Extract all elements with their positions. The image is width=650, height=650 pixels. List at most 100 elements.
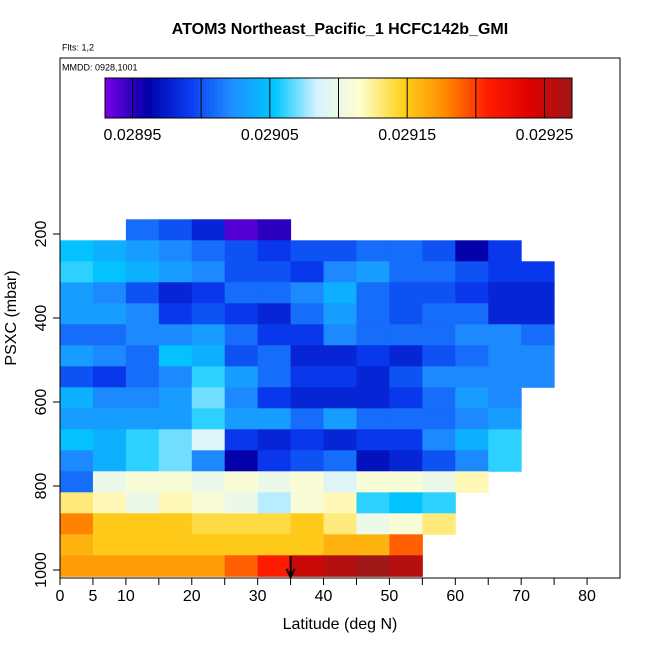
heat-cell [158, 282, 193, 304]
colorbar-step [128, 78, 133, 118]
heat-cell [191, 240, 226, 262]
colorbar-step [245, 78, 250, 118]
heat-cell [290, 387, 325, 409]
heat-cell [290, 408, 325, 430]
heat-cell [92, 345, 127, 367]
colorbar-step [533, 78, 538, 118]
heat-cell [257, 366, 292, 388]
heat-cell [191, 261, 226, 283]
heat-cell [125, 534, 160, 556]
colorbar-step [194, 78, 199, 118]
colorbar-step [439, 78, 445, 118]
heat-cell [422, 345, 456, 367]
heat-cell [488, 345, 522, 367]
heat-cell [422, 429, 456, 451]
heat-cell [389, 324, 423, 346]
colorbar-step [568, 78, 573, 118]
colorbar-step [178, 78, 184, 118]
heat-cell [60, 345, 94, 367]
y-tick-label: 400 [33, 305, 50, 332]
heat-cell [323, 261, 357, 283]
heat-cell [455, 387, 489, 409]
colorbar-step [124, 78, 129, 118]
heat-cell [224, 324, 259, 346]
heat-cell [158, 450, 193, 472]
colorbar-step [381, 78, 386, 118]
x-tick-label: 50 [381, 588, 399, 605]
heat-cell [125, 387, 160, 409]
colorbar-step [182, 78, 188, 118]
colorbar-step [478, 78, 483, 118]
colorbar-step [105, 78, 110, 118]
colorbar-step [525, 78, 530, 118]
colorbar-step [311, 78, 316, 118]
heat-cell [356, 429, 390, 451]
heat-cell [125, 219, 160, 241]
colorbar-step [315, 78, 320, 118]
heat-cell [488, 450, 522, 472]
colorbar-step [505, 78, 511, 118]
heat-cell [158, 429, 193, 451]
heat-cell [257, 492, 292, 514]
heat-cell [521, 303, 555, 325]
colorbar-step [459, 78, 464, 118]
heat-cell [356, 450, 390, 472]
heat-cell [191, 324, 226, 346]
x-tick-label: 20 [183, 588, 201, 605]
colorbar-step [326, 78, 332, 118]
colorbar-step [412, 78, 417, 118]
heat-cell [488, 324, 522, 346]
colorbar-step [136, 78, 141, 118]
x-tick-label: 40 [315, 588, 333, 605]
heat-cell [158, 471, 193, 493]
colorbar-step [299, 78, 304, 118]
colorbar-step [252, 78, 258, 118]
colorbar-step [544, 78, 550, 118]
heat-cell [125, 366, 160, 388]
heat-cell [389, 450, 423, 472]
colorbar-step [307, 78, 312, 118]
colorbar-step [513, 78, 519, 118]
heat-cell [92, 555, 127, 577]
colorbar-step [186, 78, 192, 118]
flights-text: Flts: 1,2 [62, 42, 94, 52]
heat-cell [389, 387, 423, 409]
heat-cell [455, 429, 489, 451]
colorbar-step [225, 78, 231, 118]
colorbar-step [357, 78, 363, 118]
heat-cell [323, 282, 357, 304]
heat-cell [488, 261, 522, 283]
colorbar-step [354, 78, 359, 118]
colorbar-step [284, 78, 289, 118]
heat-cell [92, 366, 127, 388]
colorbar-step [229, 78, 234, 118]
heat-cell [224, 261, 259, 283]
heat-cell [290, 492, 325, 514]
colorbar-step [548, 78, 554, 118]
colorbar-step [120, 78, 125, 118]
heat-cell [257, 324, 292, 346]
heat-cell [323, 324, 357, 346]
heat-cell [290, 429, 325, 451]
heat-cell [455, 408, 489, 430]
heat-cell [389, 240, 423, 262]
colorbar-step [155, 78, 160, 118]
colorbar-step [529, 78, 534, 118]
chart-title: ATOM3 Northeast_Pacific_1 HCFC142b_GMI [172, 21, 508, 38]
colorbar-step [291, 78, 297, 118]
heat-cell [257, 303, 292, 325]
colorbar-step [143, 78, 149, 118]
colorbar-step [420, 78, 425, 118]
heat-cell [158, 534, 193, 556]
heat-cell [125, 450, 160, 472]
heat-cell [158, 513, 193, 535]
heat-cell [224, 555, 259, 577]
heat-cell [290, 534, 325, 556]
heat-cell [356, 387, 390, 409]
heat-cell [257, 471, 292, 493]
x-tick-label: 10 [117, 588, 135, 605]
heat-cell [290, 555, 325, 577]
heat-cell [290, 366, 325, 388]
heat-cell [389, 303, 423, 325]
heat-cell [158, 345, 193, 367]
